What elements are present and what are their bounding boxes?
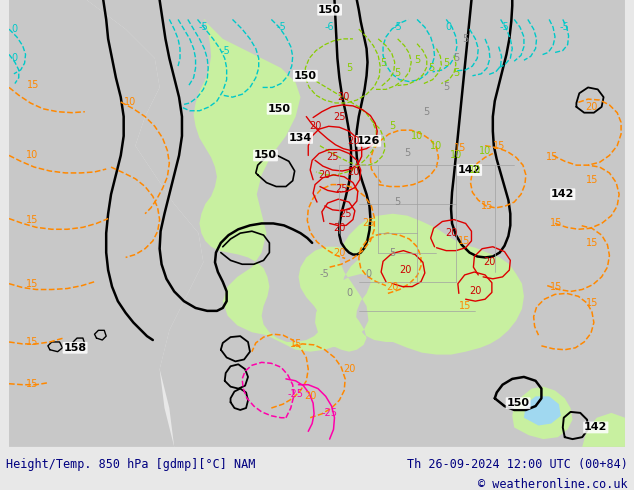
Text: 5: 5 bbox=[390, 247, 396, 258]
Text: 142: 142 bbox=[458, 165, 481, 175]
Text: 10: 10 bbox=[430, 141, 443, 151]
Text: 5: 5 bbox=[453, 68, 459, 78]
Polygon shape bbox=[193, 20, 524, 355]
Text: 10: 10 bbox=[124, 97, 136, 107]
Text: 20: 20 bbox=[309, 122, 321, 131]
Text: 20: 20 bbox=[387, 282, 399, 292]
Text: 15: 15 bbox=[453, 143, 466, 153]
Text: -25: -25 bbox=[321, 408, 338, 418]
Text: -6: -6 bbox=[325, 22, 335, 32]
Text: 20: 20 bbox=[333, 247, 346, 258]
Text: 15: 15 bbox=[586, 238, 598, 248]
Text: 15: 15 bbox=[458, 236, 470, 246]
Text: 10: 10 bbox=[411, 131, 423, 141]
Text: 25: 25 bbox=[362, 219, 375, 228]
Text: 25: 25 bbox=[333, 112, 346, 122]
Text: 5: 5 bbox=[414, 55, 420, 65]
Text: 20: 20 bbox=[445, 228, 457, 238]
Polygon shape bbox=[582, 413, 625, 447]
Text: -5: -5 bbox=[276, 22, 286, 32]
Text: 20: 20 bbox=[469, 287, 482, 296]
Text: 10: 10 bbox=[469, 165, 481, 175]
Text: 142: 142 bbox=[551, 189, 574, 199]
Text: 142: 142 bbox=[584, 422, 607, 433]
Text: 0: 0 bbox=[346, 289, 352, 298]
Text: 15: 15 bbox=[26, 337, 39, 347]
Text: 15: 15 bbox=[290, 339, 303, 349]
Text: 15: 15 bbox=[550, 219, 562, 228]
Text: 20: 20 bbox=[399, 265, 411, 275]
Text: 15: 15 bbox=[550, 282, 562, 292]
Text: 10: 10 bbox=[450, 150, 462, 160]
Text: 126: 126 bbox=[357, 136, 380, 146]
Text: 20: 20 bbox=[304, 392, 316, 401]
Text: 134: 134 bbox=[289, 133, 312, 143]
Text: 15: 15 bbox=[460, 301, 472, 311]
Text: 5: 5 bbox=[404, 148, 410, 158]
Text: 158: 158 bbox=[63, 343, 87, 353]
Text: 5: 5 bbox=[346, 63, 352, 73]
Text: 5: 5 bbox=[424, 107, 430, 117]
Text: 20: 20 bbox=[337, 92, 349, 102]
Text: 20: 20 bbox=[343, 364, 355, 374]
Text: 15: 15 bbox=[26, 215, 39, 224]
Text: 15: 15 bbox=[493, 141, 505, 151]
Text: 5: 5 bbox=[453, 53, 459, 63]
Text: 15: 15 bbox=[546, 152, 559, 162]
Text: 5: 5 bbox=[390, 122, 396, 131]
Polygon shape bbox=[512, 387, 573, 439]
Text: -5: -5 bbox=[221, 46, 231, 55]
Text: -5: -5 bbox=[500, 22, 509, 32]
Text: 20: 20 bbox=[347, 167, 360, 177]
Text: 20: 20 bbox=[482, 257, 495, 268]
Text: © weatheronline.co.uk: © weatheronline.co.uk bbox=[478, 478, 628, 490]
Polygon shape bbox=[9, 0, 204, 447]
Text: 25: 25 bbox=[339, 209, 351, 219]
Text: 5: 5 bbox=[429, 63, 435, 73]
Text: 25: 25 bbox=[327, 152, 339, 162]
Text: 5: 5 bbox=[463, 34, 469, 44]
Text: 5: 5 bbox=[394, 68, 401, 78]
Text: 5: 5 bbox=[443, 58, 450, 68]
Text: Th 26-09-2024 12:00 UTC (00+84): Th 26-09-2024 12:00 UTC (00+84) bbox=[407, 458, 628, 470]
Text: 10: 10 bbox=[479, 146, 491, 156]
Text: 5: 5 bbox=[380, 58, 386, 68]
Text: -25: -25 bbox=[288, 390, 304, 399]
Text: 0: 0 bbox=[365, 269, 372, 279]
Text: Height/Temp. 850 hPa [gdmp][°C] NAM: Height/Temp. 850 hPa [gdmp][°C] NAM bbox=[6, 458, 256, 470]
Text: 5: 5 bbox=[394, 197, 401, 207]
Text: 150: 150 bbox=[254, 150, 277, 160]
Text: -5: -5 bbox=[320, 269, 330, 279]
Text: -5: -5 bbox=[198, 22, 208, 32]
Text: -5: -5 bbox=[560, 22, 569, 32]
Text: 20: 20 bbox=[586, 102, 598, 112]
Text: 20: 20 bbox=[318, 170, 331, 180]
Polygon shape bbox=[524, 396, 561, 425]
Text: 150: 150 bbox=[507, 398, 529, 408]
Text: 15: 15 bbox=[27, 80, 39, 91]
Text: 15: 15 bbox=[586, 298, 598, 308]
Text: 15: 15 bbox=[26, 279, 39, 289]
Text: 20: 20 bbox=[333, 223, 346, 233]
Text: 15: 15 bbox=[481, 201, 493, 211]
Text: 150: 150 bbox=[294, 71, 317, 81]
Text: 25: 25 bbox=[335, 184, 347, 195]
Text: 150: 150 bbox=[268, 104, 290, 114]
Text: 10: 10 bbox=[26, 150, 39, 160]
Text: 20: 20 bbox=[347, 136, 360, 146]
Text: -5: -5 bbox=[392, 22, 403, 32]
Polygon shape bbox=[87, 0, 625, 447]
Text: 0: 0 bbox=[445, 22, 451, 32]
Text: 0: 0 bbox=[12, 24, 18, 34]
Text: 15: 15 bbox=[586, 175, 598, 185]
Text: 0: 0 bbox=[12, 53, 18, 63]
Text: 15: 15 bbox=[26, 379, 39, 389]
Text: 150: 150 bbox=[318, 5, 341, 15]
Text: 5: 5 bbox=[443, 82, 450, 93]
